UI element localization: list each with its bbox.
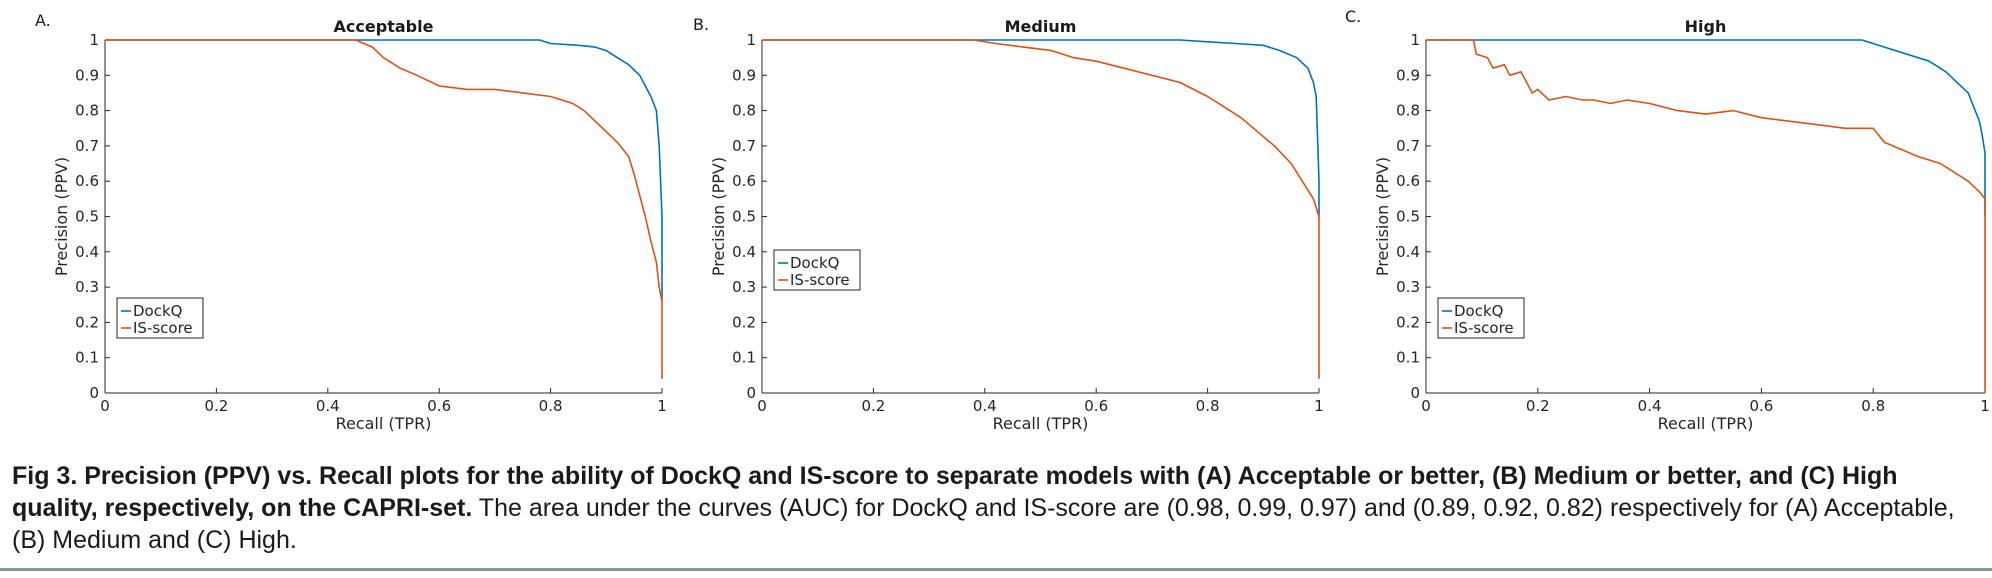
panel-1-x-tick-label: 0 xyxy=(100,397,110,415)
panel-3-y-tick-label: 0 xyxy=(1410,384,1420,402)
panel-1-y-tick-label: 0.3 xyxy=(75,278,99,296)
panel-1-x-tick-label: 0.6 xyxy=(427,397,451,415)
panel-3-series-dockq-line xyxy=(1426,39,1986,217)
panel-2-y-axis-label: Precision (PPV) xyxy=(709,157,728,276)
panel-1-y-tick-label: 0.6 xyxy=(75,172,99,190)
panel-3-y-axis-label: Precision (PPV) xyxy=(1373,157,1392,276)
panel-3-y-tick-label: 0.8 xyxy=(1396,102,1420,120)
panel-1-legend-label: IS-score xyxy=(133,319,193,337)
panel-2-legend-label: IS-score xyxy=(790,271,850,289)
figure-panels: A. Acceptable 0 0.2 0.4 0.6 0.8 1 0 0.1 0.2 0.3 0.4 0… xyxy=(35,7,1990,433)
panel-2-x-tick-label: 0.4 xyxy=(973,397,997,415)
panel-1-y-tick-label: 1 xyxy=(89,31,99,49)
panel-1-label: A. xyxy=(35,11,51,30)
panel-2-legend-label: DockQ xyxy=(790,254,839,272)
panel-2-x-tick-label: 0.8 xyxy=(1196,397,1220,415)
panel-1-y-tick-label: 0.8 xyxy=(75,102,99,120)
panel-1-y-tick-label: 0.5 xyxy=(75,208,99,226)
panel-3-series-is-score-line xyxy=(1426,39,1986,393)
panel-1-x-axis-label: Recall (TPR) xyxy=(336,414,432,433)
panel-3-x-tick-label: 1 xyxy=(1980,397,1990,415)
caption-divider xyxy=(0,568,1992,571)
panel-2-y-tick-label: 0.7 xyxy=(732,137,756,155)
panel-2-y-tick-label: 0.4 xyxy=(732,243,756,261)
panel-2-y-tick-label: 0.8 xyxy=(732,102,756,120)
panel-3-legend-box xyxy=(1437,297,1525,339)
panel-3-x-tick-label: 0.4 xyxy=(1638,397,1662,415)
figure-caption: Fig 3. Precision (PPV) vs. Recall plots … xyxy=(12,460,1972,556)
panel-3-x-tick-label: 0.8 xyxy=(1861,397,1885,415)
panel-2-y-tick-label: 0.1 xyxy=(732,349,756,367)
panel-1-legend-box xyxy=(116,297,204,339)
panel-3-y-tick-label: 0.9 xyxy=(1396,66,1420,84)
panel-1-legend-label: DockQ xyxy=(133,302,182,320)
panel-1-x-tick-label: 0.2 xyxy=(204,397,228,415)
panel-2-legend-box xyxy=(773,249,861,291)
panel-1-y-tick-label: 0 xyxy=(89,384,99,402)
caption-text: The area under the curves (AUC) for Dock… xyxy=(12,494,1955,554)
panel-1-x-tick-label: 1 xyxy=(657,397,667,415)
panel-3-x-tick-label: 0.6 xyxy=(1749,397,1773,415)
panel-2-y-tick-label: 0 xyxy=(746,384,756,402)
panel-3-y-tick-label: 0.5 xyxy=(1396,208,1420,226)
panel-1-title: Acceptable xyxy=(334,17,434,36)
panel-3-y-tick-label: 0.6 xyxy=(1396,172,1420,190)
panel-2-x-tick-label: 0.6 xyxy=(1084,397,1108,415)
panel-1-y-tick-label: 0.2 xyxy=(75,313,99,331)
panel-1-y-tick-label: 0.7 xyxy=(75,137,99,155)
panel-2-title: Medium xyxy=(1005,17,1077,36)
panel-1-series-dockq-line xyxy=(105,39,663,302)
panel-2-y-tick-label: 1 xyxy=(746,31,756,49)
panel-1-x-tick-label: 0.8 xyxy=(539,397,563,415)
panel-2-label: B. xyxy=(693,15,709,34)
panel-3-label: C. xyxy=(1345,7,1361,26)
panel-3-x-tick-label: 0.2 xyxy=(1526,397,1550,415)
panel-3-title: High xyxy=(1685,17,1727,36)
panel-1-x-tick-label: 0.4 xyxy=(316,397,340,415)
panel-3-y-tick-label: 0.3 xyxy=(1396,278,1420,296)
panel-2-series-dockq-line xyxy=(762,39,1320,217)
panel-1-series-is-score-line xyxy=(105,39,663,379)
panel-3-x-tick-label: 0 xyxy=(1421,397,1431,415)
panel-2-x-tick-label: 1 xyxy=(1314,397,1324,415)
panel-3-x-axis-label: Recall (TPR) xyxy=(1658,414,1754,433)
panel-3-legend-label: IS-score xyxy=(1454,319,1514,337)
panel-2-y-tick-label: 0.9 xyxy=(732,66,756,84)
panel-3-y-tick-label: 0.4 xyxy=(1396,243,1420,261)
panel-2-x-axis-label: Recall (TPR) xyxy=(993,414,1089,433)
panel-1-y-tick-label: 0.9 xyxy=(75,66,99,84)
panel-2-series-is-score-line xyxy=(762,39,1320,379)
caption-bold: Fig 3. Precision (PPV) vs. Recall plots … xyxy=(12,462,1898,522)
panel-2-x-tick-label: 0 xyxy=(757,397,767,415)
panel-3-y-tick-label: 1 xyxy=(1410,31,1420,49)
panel-3-legend-label: DockQ xyxy=(1454,302,1503,320)
panel-2-y-tick-label: 0.3 xyxy=(732,278,756,296)
panel-2-x-tick-label: 0.2 xyxy=(861,397,885,415)
panel-3-y-tick-label: 0.2 xyxy=(1396,313,1420,331)
panel-3-y-tick-label: 0.7 xyxy=(1396,137,1420,155)
panel-2-y-tick-label: 0.5 xyxy=(732,208,756,226)
panel-1-y-axis-label: Precision (PPV) xyxy=(52,157,71,276)
panel-2-y-tick-label: 0.2 xyxy=(732,313,756,331)
panel-2-y-tick-label: 0.6 xyxy=(732,172,756,190)
panel-1-y-tick-label: 0.1 xyxy=(75,349,99,367)
panel-3-y-tick-label: 0.1 xyxy=(1396,349,1420,367)
panel-1-y-tick-label: 0.4 xyxy=(75,243,99,261)
